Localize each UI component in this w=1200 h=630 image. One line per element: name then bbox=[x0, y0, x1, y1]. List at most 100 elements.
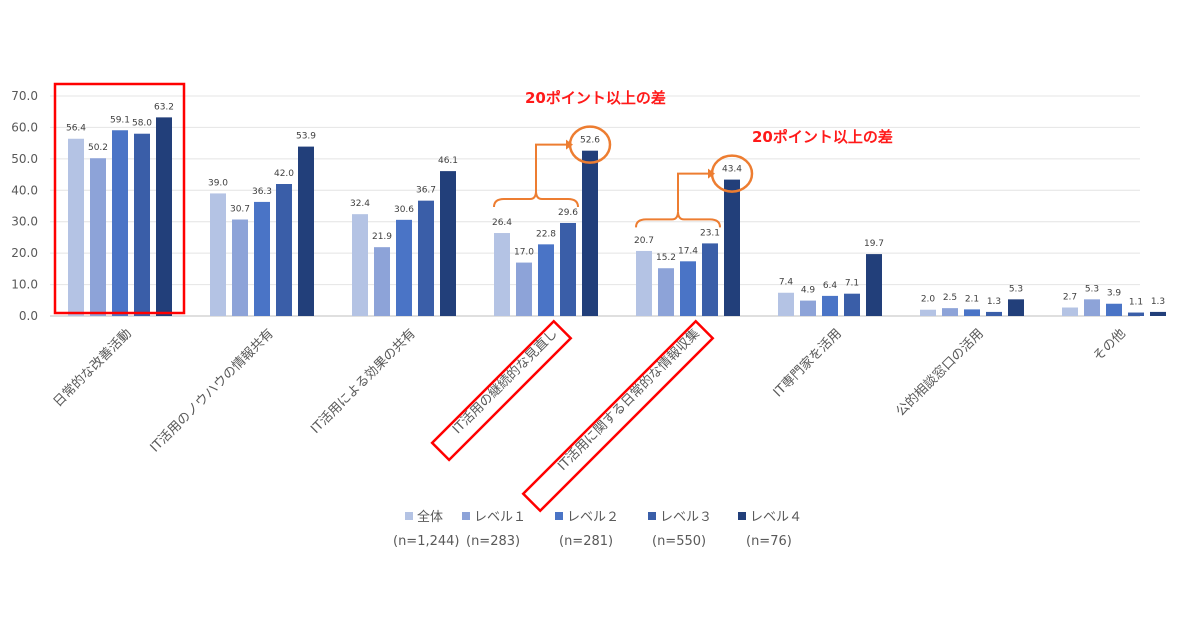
bar bbox=[724, 179, 740, 316]
legend-label: レベル２ bbox=[567, 510, 619, 525]
data-label: 3.9 bbox=[1107, 289, 1122, 299]
bar bbox=[276, 184, 292, 316]
bar bbox=[516, 262, 532, 316]
data-label: 6.4 bbox=[823, 281, 838, 291]
y-tick-label: 30.0 bbox=[11, 215, 38, 229]
bar bbox=[68, 138, 84, 316]
bar bbox=[560, 222, 576, 316]
bar bbox=[494, 233, 510, 316]
data-label: 36.7 bbox=[416, 186, 436, 196]
category-label: IT専門家を活用 bbox=[770, 326, 845, 401]
connector-line bbox=[535, 143, 568, 191]
data-label: 4.9 bbox=[801, 286, 816, 296]
highlight-box bbox=[430, 319, 573, 462]
y-tick-label: 0.0 bbox=[19, 309, 38, 323]
data-label: 2.1 bbox=[965, 294, 979, 304]
category-label: IT活用による効果の共有 bbox=[308, 326, 419, 437]
bar bbox=[440, 171, 456, 316]
annotation-text: 20ポイント以上の差 bbox=[525, 89, 666, 107]
data-label: 2.0 bbox=[921, 295, 936, 305]
data-label: 39.0 bbox=[208, 178, 228, 188]
legend-label: レベル４ bbox=[750, 510, 802, 525]
data-label: 50.2 bbox=[88, 143, 108, 153]
legend-label: レベル３ bbox=[660, 510, 712, 525]
brace bbox=[635, 211, 721, 228]
legend-n: (n=283) bbox=[466, 534, 520, 549]
data-label: 17.4 bbox=[678, 246, 698, 256]
bar bbox=[134, 133, 150, 316]
data-label: 53.9 bbox=[296, 132, 316, 142]
bar bbox=[418, 200, 434, 316]
bar bbox=[1106, 303, 1122, 316]
bar bbox=[1128, 312, 1144, 316]
data-label: 58.0 bbox=[132, 119, 152, 129]
annotation-text: 20ポイント以上の差 bbox=[752, 128, 893, 146]
bar bbox=[374, 247, 390, 316]
bar bbox=[1062, 307, 1078, 316]
category-label: 公的相談窓口の活用 bbox=[893, 326, 987, 420]
data-label: 32.4 bbox=[350, 199, 370, 209]
bar bbox=[352, 214, 368, 316]
y-tick-label: 40.0 bbox=[11, 183, 38, 197]
bar bbox=[538, 244, 554, 316]
bar bbox=[986, 311, 1002, 316]
bar bbox=[866, 254, 882, 316]
bar bbox=[156, 117, 172, 316]
y-tick-label: 50.0 bbox=[11, 152, 38, 166]
bar bbox=[822, 295, 838, 316]
category-label: IT活用のノウハウの情報共有 bbox=[148, 326, 277, 455]
data-label: 2.5 bbox=[943, 293, 957, 303]
highlight-circle bbox=[710, 154, 754, 193]
data-label: 1.3 bbox=[987, 297, 1001, 307]
data-label: 43.4 bbox=[722, 165, 742, 175]
data-label: 46.1 bbox=[438, 156, 458, 166]
bar bbox=[680, 261, 696, 316]
y-tick-label: 60.0 bbox=[11, 120, 38, 134]
bar bbox=[658, 268, 674, 316]
category-label: 日常的な改善活動 bbox=[50, 326, 135, 411]
data-label: 1.3 bbox=[1151, 297, 1165, 307]
bar bbox=[1084, 299, 1100, 316]
highlight-box bbox=[53, 82, 186, 315]
bar bbox=[920, 309, 936, 316]
y-axis: 0.0 10.0 20.0 30.0 40.0 50.0 60.0 70.0 bbox=[11, 89, 38, 323]
bar bbox=[1008, 299, 1024, 316]
data-label: 30.6 bbox=[394, 205, 414, 215]
legend-n: (n=76) bbox=[746, 534, 792, 549]
bar bbox=[112, 130, 128, 316]
highlight-circle bbox=[568, 125, 612, 164]
data-label: 56.4 bbox=[66, 124, 86, 134]
bar bbox=[778, 292, 794, 316]
connector-line bbox=[677, 172, 710, 212]
legend-n: (n=281) bbox=[559, 534, 613, 549]
data-label: 1.1 bbox=[1129, 298, 1143, 308]
y-tick-label: 70.0 bbox=[11, 89, 38, 103]
data-label: 17.0 bbox=[514, 248, 534, 258]
data-label: 52.6 bbox=[580, 136, 600, 146]
legend-swatch bbox=[738, 512, 746, 520]
data-label: 2.7 bbox=[1063, 293, 1077, 303]
bar bbox=[254, 201, 270, 316]
data-label: 21.9 bbox=[372, 232, 392, 242]
data-label: 19.7 bbox=[864, 239, 884, 249]
bar bbox=[582, 150, 598, 316]
brace bbox=[493, 190, 579, 208]
highlight-box bbox=[521, 319, 715, 513]
data-label: 5.3 bbox=[1009, 284, 1023, 294]
bar bbox=[298, 146, 314, 316]
data-label: 7.1 bbox=[845, 279, 859, 289]
bar bbox=[1150, 311, 1166, 316]
bar bbox=[636, 250, 652, 316]
category-label: IT活用の継続的な見直し bbox=[449, 326, 561, 438]
legend-label: 全体 bbox=[417, 509, 443, 525]
legend-swatch bbox=[405, 512, 413, 520]
y-tick-label: 10.0 bbox=[11, 278, 38, 292]
bar bbox=[942, 308, 958, 316]
bars: 56.450.2 59.1 58.063.2 39.0 30.736.342.0 53.9… bbox=[66, 102, 1166, 316]
legend-label: レベル１ bbox=[474, 510, 526, 525]
legend-swatch bbox=[648, 512, 656, 520]
legend-swatch bbox=[462, 512, 470, 520]
data-label: 59.1 bbox=[110, 115, 130, 125]
data-label: 30.7 bbox=[230, 205, 250, 215]
